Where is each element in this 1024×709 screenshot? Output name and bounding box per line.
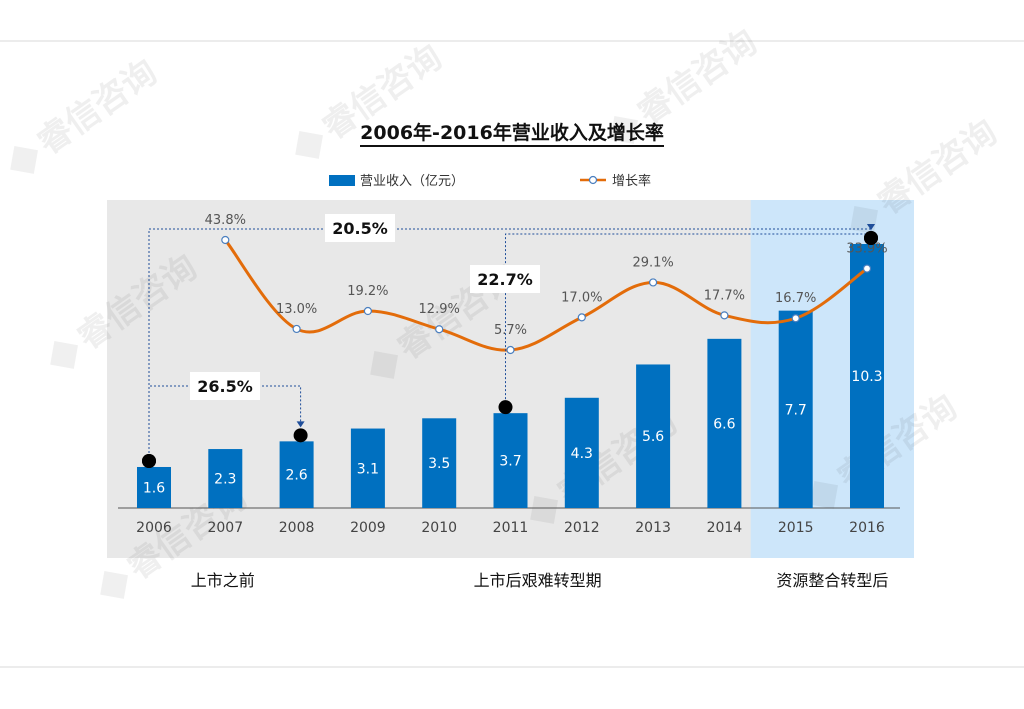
cagr-label-box <box>325 214 395 242</box>
legend-bar-swatch <box>329 175 355 186</box>
chart-title: 2006年-2016年营业收入及增长率 <box>0 118 1024 147</box>
growth-rate-point <box>221 235 230 245</box>
growth-rate-point <box>862 264 872 273</box>
bar-value-label: 10.3 <box>851 369 882 385</box>
bar-value-label: 5.6 <box>642 429 664 445</box>
x-tick-label: 2011 <box>493 520 529 536</box>
x-tick-label: 2016 <box>849 520 885 536</box>
zone-label: 资源整合转型后 <box>776 571 888 590</box>
bar-value-label: 1.6 <box>143 480 165 496</box>
growth-rate-point <box>791 314 800 323</box>
cagr-end-dot <box>864 231 878 245</box>
growth-rate-label: 12.9% <box>419 302 460 317</box>
revenue-bar <box>636 364 671 508</box>
x-tick-label: 2012 <box>564 520 600 536</box>
growth-rate-point <box>363 306 372 316</box>
watermark-icon <box>50 341 78 369</box>
growth-rate-label: 43.8% <box>205 213 246 228</box>
growth-rate-label: 29.1% <box>632 255 673 270</box>
growth-rate-label: 19.2% <box>347 284 388 299</box>
growth-rate-point <box>435 325 444 334</box>
growth-rate-label: 16.7% <box>775 291 816 306</box>
revenue-bar <box>493 413 528 508</box>
growth-rate-point <box>506 345 515 355</box>
growth-rate-point <box>292 324 301 334</box>
revenue-bar <box>778 310 813 508</box>
revenue-bar <box>564 397 599 508</box>
watermark-icon <box>810 481 838 509</box>
chart-title-text: 2006年-2016年营业收入及增长率 <box>360 122 664 147</box>
watermark-icon <box>530 496 558 524</box>
bar-value-label: 3.7 <box>499 454 521 470</box>
cagr-label-box <box>190 372 260 400</box>
cagr-end-dot <box>293 428 308 443</box>
x-tick-label: 2008 <box>279 520 315 536</box>
revenue-bar <box>422 418 457 508</box>
bar-value-label: 3.5 <box>428 456 450 472</box>
legend-line-label: 增长率 <box>612 173 651 189</box>
cagr-label: 26.5% <box>197 377 253 396</box>
bar-value-label: 7.7 <box>785 402 807 418</box>
watermark-icon <box>370 351 398 379</box>
bottom-divider <box>0 666 1024 668</box>
watermark-icon <box>10 146 38 174</box>
zone-background <box>322 200 753 558</box>
watermark-icon <box>100 571 128 599</box>
growth-rate-label: 33.9% <box>846 242 887 257</box>
growth-rate-point <box>648 278 658 287</box>
watermark-icon <box>295 131 323 159</box>
cagr-label: 20.5% <box>332 219 388 238</box>
x-tick-label: 2009 <box>350 520 386 536</box>
revenue-bar <box>137 466 171 508</box>
x-tick-label: 2010 <box>421 520 457 536</box>
growth-rate-label: 17.0% <box>561 290 602 305</box>
legend-bar-label: 营业收入（亿元） <box>360 174 464 189</box>
revenue-bar <box>208 449 243 508</box>
cagr-start-dot <box>498 400 513 415</box>
revenue-bar <box>350 428 385 508</box>
bar-value-label: 2.3 <box>214 472 236 488</box>
cagr-arrowhead <box>867 224 875 230</box>
cagr-label: 22.7% <box>477 270 533 289</box>
bar-value-label: 6.6 <box>713 416 735 432</box>
x-tick-label: 2007 <box>207 520 243 536</box>
revenue-bar <box>279 441 314 508</box>
zone-background <box>750 200 914 558</box>
watermark-icon <box>610 116 638 144</box>
legend-line-marker <box>588 175 598 185</box>
watermark-text: 睿信咨询 <box>30 52 164 163</box>
cagr-arrowhead <box>296 421 305 428</box>
x-tick-label: 2013 <box>635 520 671 536</box>
x-tick-label: 2006 <box>136 520 172 536</box>
x-tick-label: 2015 <box>778 520 814 536</box>
growth-rate-label: 13.0% <box>276 302 317 317</box>
revenue-bar <box>850 244 884 508</box>
watermark-text: 睿信咨询 <box>630 22 764 133</box>
cagr-label-box <box>470 265 540 293</box>
bar-value-label: 2.6 <box>285 468 307 484</box>
growth-rate-point <box>577 313 586 322</box>
watermark-logo: 睿信咨询 <box>295 37 449 159</box>
growth-rate-label: 17.7% <box>704 288 745 303</box>
revenue-bar <box>707 338 742 508</box>
growth-rate-label: 5.7% <box>494 323 527 338</box>
zone-label: 上市后艰难转型期 <box>474 571 602 590</box>
zone-label: 上市之前 <box>191 571 255 590</box>
top-divider <box>0 40 1024 42</box>
x-tick-label: 2014 <box>707 520 743 536</box>
watermark-icon <box>850 206 878 234</box>
growth-rate-line <box>224 239 868 352</box>
bar-value-label: 4.3 <box>571 446 593 462</box>
growth-rate-point <box>720 311 729 320</box>
cagr-start-dot <box>142 453 156 468</box>
bar-value-label: 3.1 <box>357 461 379 477</box>
